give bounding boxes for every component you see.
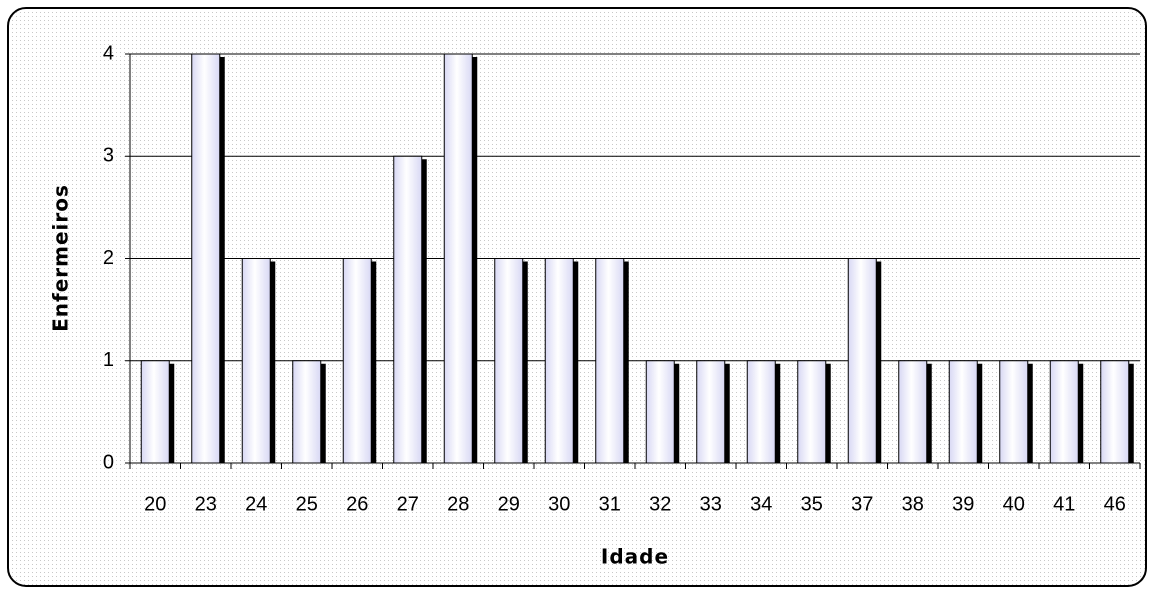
bar [898,360,928,464]
bar [443,53,473,464]
bar [1049,360,1079,464]
x-tick-label: 40 [1003,493,1025,515]
x-tick-label: 32 [649,493,671,515]
x-tick-label: 41 [1053,493,1075,515]
bar [241,258,271,464]
x-axis-title: Idade [601,545,669,569]
bar [544,258,574,464]
x-tick-label: 37 [851,493,873,515]
x-tick-label: 34 [750,493,772,515]
bar [797,360,827,464]
y-tick-label: 3 [103,145,114,167]
x-tick-label: 39 [952,493,974,515]
x-tick-label: 31 [599,493,621,515]
bar [140,360,170,464]
y-tick-label: 4 [103,42,114,64]
x-tick-label: 35 [801,493,823,515]
y-tick-label: 0 [103,451,114,473]
x-tick-label: 20 [144,493,166,515]
y-tick-label: 2 [103,247,114,269]
x-tick-label: 46 [1104,493,1126,515]
x-tick-label: 30 [548,493,570,515]
x-tick-label: 24 [245,493,267,515]
bar [494,258,524,464]
x-tick-label: 25 [296,493,318,515]
y-tick-label: 1 [103,349,114,371]
bar [645,360,675,464]
y-axis-title: Enfermeiros [49,184,73,332]
bar [847,258,877,464]
bar [393,155,423,464]
x-tick-label: 29 [498,493,520,515]
x-tick-label: 38 [902,493,924,515]
bar [948,360,978,464]
bar [595,258,625,464]
bar [696,360,726,464]
bar [1100,360,1130,464]
bar [292,360,322,464]
bar [342,258,372,464]
bar [999,360,1029,464]
x-tick-label: 26 [346,493,368,515]
bar [746,360,776,464]
x-tick-label: 27 [397,493,419,515]
bar [191,53,221,464]
x-tick-label: 23 [195,493,217,515]
x-tick-label: 28 [447,493,469,515]
x-tick-label: 33 [700,493,722,515]
